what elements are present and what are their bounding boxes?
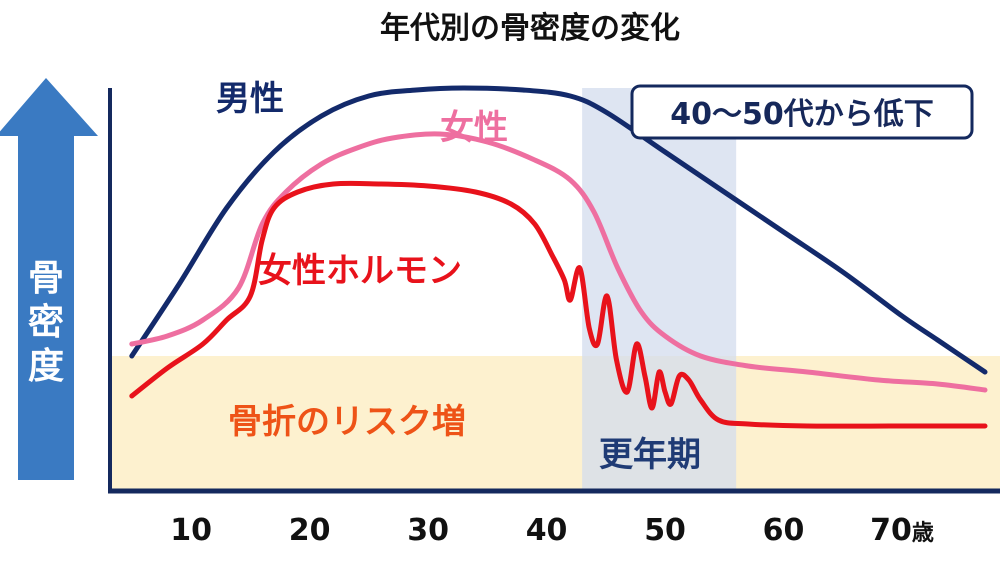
- x-tick-label: 50: [644, 513, 686, 548]
- series-line-female: [129, 131, 988, 393]
- y-axis-label: 骨密度: [28, 258, 64, 387]
- x-tick-label: 70歳: [870, 513, 934, 548]
- decline-callout-text: 40〜50代から低下: [670, 97, 934, 132]
- series-line-male: [129, 85, 988, 375]
- menopause-label: 更年期: [599, 435, 701, 475]
- series-line-female-hormone: [129, 180, 988, 429]
- x-tick-label: 60: [763, 513, 805, 548]
- x-tick-label: 20: [289, 513, 331, 548]
- fracture-risk-label: 骨折のリスク増: [228, 402, 466, 442]
- x-tick-label: 10: [170, 513, 212, 548]
- series-label-female: 女性: [440, 108, 508, 148]
- menopause-region: [582, 88, 737, 490]
- chart-title: 年代別の骨密度の変化: [380, 11, 680, 46]
- x-tick-unit: 歳: [912, 521, 934, 546]
- x-tick-label: 30: [407, 513, 449, 548]
- x-tick-label: 40: [526, 513, 568, 548]
- y-axis-label-char: 度: [28, 346, 64, 387]
- x-tick-labels: 10 20 30 40 50 60 70歳: [170, 513, 934, 548]
- decline-callout-box: [630, 84, 974, 140]
- y-axis-label-char: 骨: [28, 258, 64, 299]
- y-axis-label-char: 密: [28, 301, 64, 343]
- series-label-female-hormone: 女性ホルモン: [258, 251, 462, 291]
- y-axis-up-arrow-icon: [0, 78, 98, 480]
- series-label-male: 男性: [216, 79, 284, 119]
